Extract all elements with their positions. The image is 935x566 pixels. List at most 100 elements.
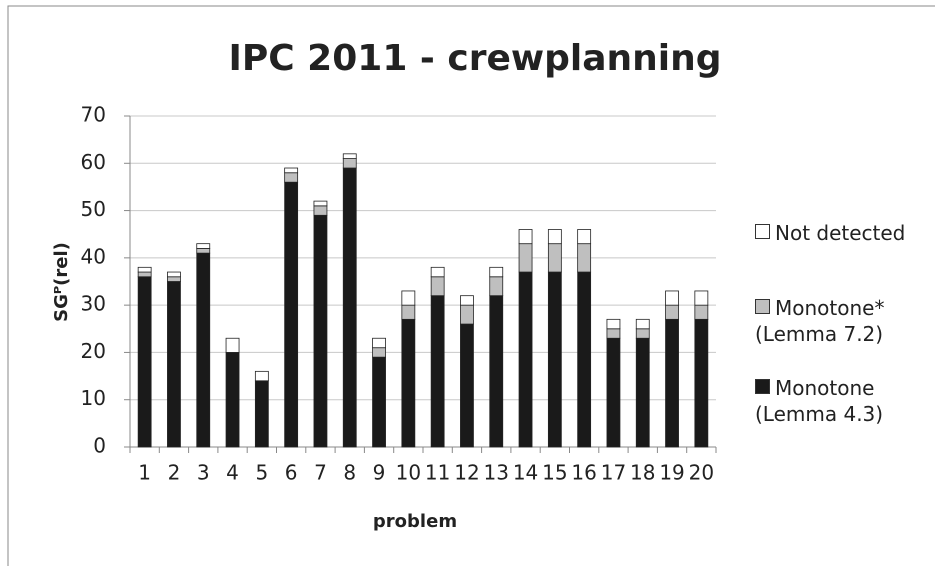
x-tick-label: 20 xyxy=(689,461,714,485)
chart-title: IPC 2011 - crewplanning xyxy=(228,38,721,79)
bar-segment xyxy=(196,243,211,249)
bar-segment xyxy=(606,318,621,330)
bar-segment xyxy=(430,266,445,278)
y-tick-label: 30 xyxy=(81,292,106,316)
bar-segment xyxy=(518,243,533,273)
bar-segment xyxy=(167,281,181,448)
x-tick-label: 1 xyxy=(138,461,151,485)
bar-segment xyxy=(401,318,416,448)
bar-segment xyxy=(137,276,152,448)
y-tick-label: 50 xyxy=(81,197,106,221)
bar-segment xyxy=(196,247,211,254)
bar-segment xyxy=(489,266,504,278)
x-tick-label: 3 xyxy=(197,461,210,485)
legend-label: Not detected xyxy=(775,221,906,245)
x-tick-label: 15 xyxy=(542,461,567,485)
x-tick-label: 18 xyxy=(630,461,655,485)
bar-segment xyxy=(489,295,504,448)
x-tick-label: 17 xyxy=(601,461,626,485)
x-tick-label: 12 xyxy=(454,461,479,485)
bar-segment xyxy=(460,323,474,448)
bar-segment xyxy=(694,318,709,448)
legend-swatch xyxy=(755,299,770,314)
x-tick-label: 13 xyxy=(484,461,509,485)
x-tick-label: 11 xyxy=(425,461,450,485)
bar-segment xyxy=(196,252,211,448)
legend-swatch xyxy=(755,224,770,239)
x-tick-label: 6 xyxy=(285,461,298,485)
bar-segment xyxy=(635,328,650,339)
bar-segment xyxy=(606,328,621,339)
bar-segment xyxy=(518,271,533,448)
bar-segment xyxy=(342,153,357,159)
bar-segment xyxy=(460,295,474,306)
legend-label: Monotone (Lemma 4.3) xyxy=(755,376,884,426)
bar-segment xyxy=(372,347,386,358)
bar-segment xyxy=(254,380,269,448)
x-tick-label: 5 xyxy=(255,461,268,485)
bar-segment xyxy=(284,181,299,448)
bar-segment xyxy=(342,167,357,448)
bar-segment xyxy=(518,229,533,245)
bar-segment xyxy=(694,304,709,320)
bar-segment xyxy=(547,271,562,448)
x-tick-label: 16 xyxy=(571,461,596,485)
legend-swatch xyxy=(755,379,770,394)
y-tick-label: 70 xyxy=(81,103,106,127)
y-tick-label: 60 xyxy=(81,150,106,174)
y-tick-label: 0 xyxy=(93,434,106,458)
bar-segment xyxy=(547,229,562,245)
x-tick-label: 2 xyxy=(168,461,181,485)
x-tick-label: 10 xyxy=(396,461,421,485)
bar-segment xyxy=(284,172,299,183)
bar-segment xyxy=(137,266,152,273)
bar-segment xyxy=(401,290,416,306)
bar-segment xyxy=(372,337,386,349)
legend-label: Monotone* (Lemma 7.2) xyxy=(755,296,885,346)
x-tick-label: 14 xyxy=(513,461,538,485)
bar-segment xyxy=(167,276,181,282)
bar-segment xyxy=(313,200,328,207)
bar-segment xyxy=(137,271,152,278)
bar-segment xyxy=(225,337,240,353)
bar-segment xyxy=(577,229,592,245)
bar-segment xyxy=(547,243,562,273)
legend-item: Not detected xyxy=(755,220,930,246)
bar-segment xyxy=(372,356,386,448)
x-tick-label: 8 xyxy=(343,461,356,485)
y-tick-label: 10 xyxy=(81,386,106,410)
frame xyxy=(7,5,935,566)
bar-segment xyxy=(665,290,679,306)
y-axis-label: SGᴾ(rel) xyxy=(51,242,72,322)
x-tick-label: 19 xyxy=(659,461,684,485)
x-tick-label: 4 xyxy=(226,461,239,485)
x-axis-label: problem xyxy=(373,511,457,532)
bar-segment xyxy=(665,304,679,320)
bar-segment xyxy=(254,370,269,382)
legend-item: Monotone (Lemma 4.3) xyxy=(755,375,930,427)
bar-segment xyxy=(430,276,445,297)
bar-segment xyxy=(694,290,709,306)
y-tick-label: 40 xyxy=(81,244,106,268)
bar-segment xyxy=(430,295,445,448)
bar-segment xyxy=(460,304,474,325)
bar-segment xyxy=(401,304,416,320)
bar-segment xyxy=(342,158,357,169)
bar-segment xyxy=(635,318,650,330)
bar-segment xyxy=(665,318,679,448)
legend-item: Monotone* (Lemma 7.2) xyxy=(755,295,930,347)
bar-segment xyxy=(577,243,592,273)
bar-segment xyxy=(489,276,504,297)
bar-segment xyxy=(606,337,621,448)
bar-segment xyxy=(577,271,592,448)
bar-segment xyxy=(284,167,299,174)
x-tick-label: 9 xyxy=(373,461,386,485)
bar-segment xyxy=(313,214,328,448)
bar-segment xyxy=(167,271,181,278)
bar-segment xyxy=(635,337,650,448)
bar-segment xyxy=(225,352,240,448)
x-tick-label: 7 xyxy=(314,461,327,485)
y-tick-label: 20 xyxy=(81,339,106,363)
